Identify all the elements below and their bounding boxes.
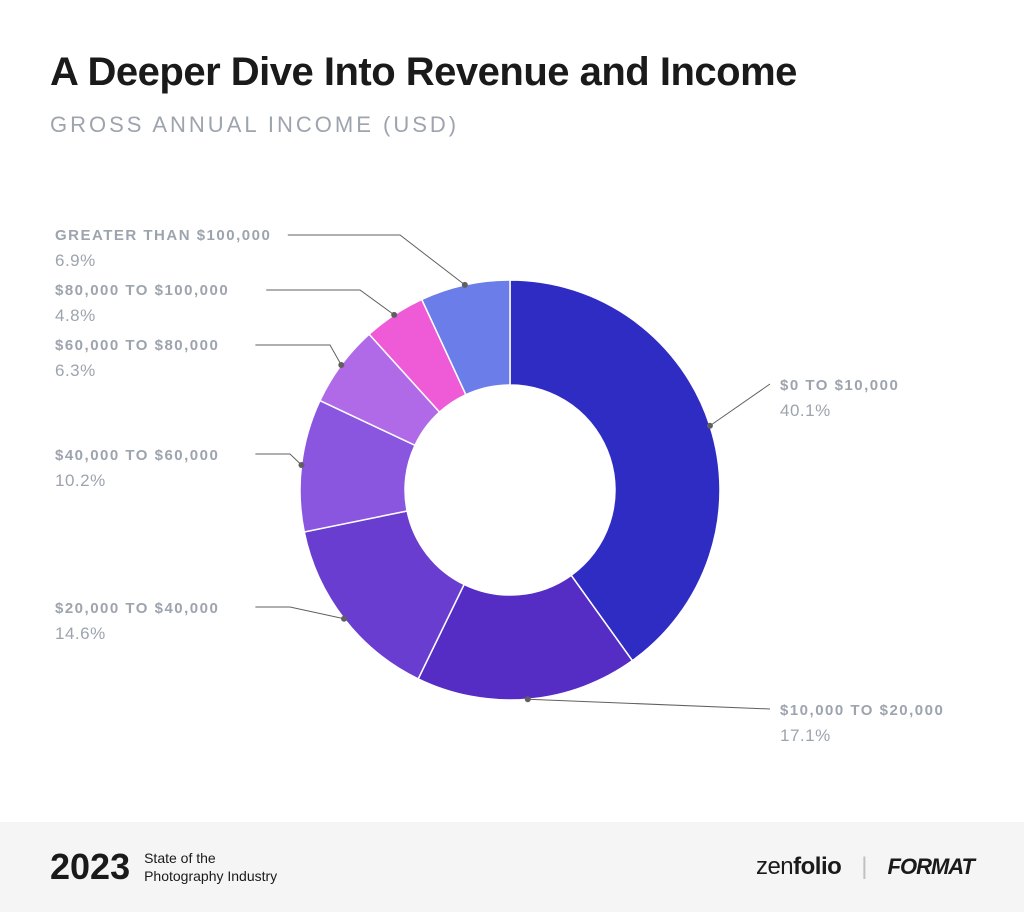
slice-label-text: $80,000 TO $100,000 bbox=[55, 280, 229, 303]
slice-label-pct: 6.3% bbox=[55, 358, 219, 384]
slice-label-pct: 10.2% bbox=[55, 468, 219, 494]
slice-label: $60,000 TO $80,0006.3% bbox=[55, 335, 219, 383]
leader-dot bbox=[462, 282, 468, 288]
slice-label: $40,000 TO $60,00010.2% bbox=[55, 445, 219, 493]
footer-year: 2023 bbox=[50, 846, 130, 888]
slice-label-text: GREATER THAN $100,000 bbox=[55, 225, 271, 248]
slice-label-pct: 14.6% bbox=[55, 621, 219, 647]
leader-dot bbox=[707, 423, 713, 429]
leader-line bbox=[255, 345, 341, 365]
leader-dot bbox=[525, 696, 531, 702]
footer-left: 2023 State of the Photography Industry bbox=[50, 846, 277, 888]
leader-dot bbox=[341, 616, 347, 622]
footer-right: zenfolio | FORMAT bbox=[756, 853, 974, 881]
slice-label-pct: 4.8% bbox=[55, 303, 229, 329]
slice-label-text: $20,000 TO $40,000 bbox=[55, 598, 219, 621]
leader-line bbox=[255, 454, 301, 465]
leader-line bbox=[710, 384, 770, 426]
donut-chart: $0 TO $10,00040.1% $10,000 TO $20,00017.1… bbox=[0, 160, 1024, 800]
slice-label: $10,000 TO $20,00017.1% bbox=[780, 700, 944, 748]
leader-dot bbox=[298, 462, 304, 468]
slice-label-pct: 17.1% bbox=[780, 723, 944, 749]
slice-label-pct: 6.9% bbox=[55, 248, 271, 274]
brand-separator: | bbox=[861, 853, 867, 881]
footer-tagline: State of the Photography Industry bbox=[144, 849, 277, 885]
leader-dot bbox=[391, 312, 397, 318]
footer: 2023 State of the Photography Industry z… bbox=[0, 822, 1024, 912]
format-logo: FORMAT bbox=[888, 854, 974, 880]
page: A Deeper Dive Into Revenue and Income GR… bbox=[0, 0, 1024, 912]
leader-line bbox=[266, 290, 394, 315]
page-subtitle: GROSS ANNUAL INCOME (USD) bbox=[50, 112, 459, 138]
slice-label: $0 TO $10,00040.1% bbox=[780, 375, 899, 423]
slice-label-text: $60,000 TO $80,000 bbox=[55, 335, 219, 358]
slice-label-text: $10,000 TO $20,000 bbox=[780, 700, 944, 723]
slice-label: $20,000 TO $40,00014.6% bbox=[55, 598, 219, 646]
leader-line bbox=[528, 699, 770, 709]
leader-dot bbox=[338, 362, 344, 368]
slice-label-pct: 40.1% bbox=[780, 398, 899, 424]
slice-label-text: $0 TO $10,000 bbox=[780, 375, 899, 398]
slice-label: GREATER THAN $100,0006.9% bbox=[55, 225, 271, 273]
slice-label-text: $40,000 TO $60,000 bbox=[55, 445, 219, 468]
leader-line bbox=[288, 235, 465, 285]
leader-line bbox=[255, 607, 344, 619]
page-title: A Deeper Dive Into Revenue and Income bbox=[50, 50, 797, 95]
slice-label: $80,000 TO $100,0004.8% bbox=[55, 280, 229, 328]
zenfolio-logo: zenfolio bbox=[756, 853, 841, 881]
